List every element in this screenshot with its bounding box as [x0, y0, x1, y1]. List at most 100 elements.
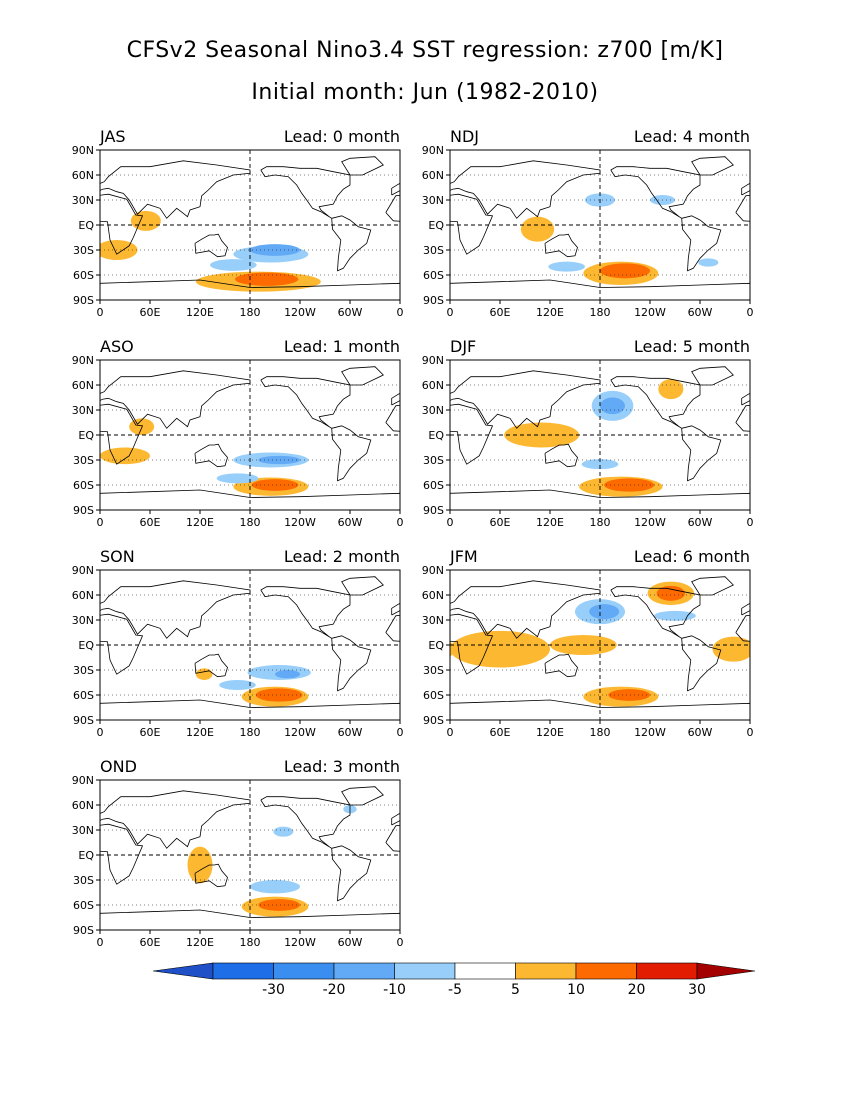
lon-tick-label: 60W: [338, 936, 363, 949]
lat-tick-label: EQ: [428, 219, 444, 232]
coastline: [100, 613, 144, 675]
lat-tick-label: EQ: [78, 429, 94, 442]
lon-tick-label: 0: [747, 306, 754, 319]
lat-tick-label: 30N: [72, 824, 94, 837]
coastline: [741, 393, 750, 406]
coastline: [495, 864, 528, 887]
lon-tick-label: 180: [590, 516, 611, 529]
anomaly-region: [187, 846, 213, 884]
coastline: [681, 635, 722, 692]
anomaly-region: [589, 604, 620, 620]
lat-tick-label: 90S: [73, 294, 94, 307]
lat-tick-label: 30N: [72, 614, 94, 627]
lead-label: Lead: 3 month: [284, 757, 400, 776]
lat-tick-label: 90N: [422, 354, 444, 367]
lon-tick-label: 60W: [688, 306, 713, 319]
coastline: [749, 492, 750, 510]
coastline: [331, 845, 372, 902]
coastline: [341, 156, 384, 176]
colorbar-segment: [273, 962, 335, 980]
season-label: SON: [100, 547, 135, 566]
lat-tick-label: 90S: [73, 714, 94, 727]
coastline: [749, 702, 750, 720]
coastline: [450, 403, 494, 465]
lon-tick-label: 180: [240, 936, 261, 949]
season-label: NDJ: [450, 127, 479, 146]
lat-tick-label: 60N: [422, 169, 444, 182]
lon-tick-label: 0: [747, 516, 754, 529]
colorbar-tick-label: -20: [323, 982, 346, 998]
coastline: [561, 797, 650, 849]
page-title: CFSv2 Seasonal Nino3.4 SST regression: z…: [126, 38, 724, 63]
coastline: [642, 787, 684, 805]
lat-tick-label: 60S: [423, 269, 444, 282]
coastline: [100, 489, 400, 510]
anomaly-region: [608, 689, 651, 701]
coastline: [681, 425, 722, 482]
lat-tick-label: EQ: [428, 429, 444, 442]
lon-tick-label: 120E: [536, 306, 564, 319]
anomaly-region: [520, 216, 555, 242]
colorbar-segment: [515, 962, 577, 980]
anomaly-region: [658, 379, 684, 400]
lon-tick-label: 0: [447, 516, 454, 529]
lead-label: Lead: 4 month: [634, 127, 750, 146]
coastline: [100, 370, 251, 429]
anomaly-region: [548, 261, 586, 272]
anomaly-region: [219, 680, 256, 690]
lon-tick-label: 120W: [284, 936, 316, 949]
lon-tick-label: 60E: [140, 936, 161, 949]
anomaly-region: [251, 479, 299, 491]
season-label: ASO: [100, 337, 134, 356]
lat-tick-label: 60N: [72, 169, 94, 182]
anomaly-region: [600, 263, 650, 279]
lon-tick-label: 0: [397, 936, 404, 949]
lon-tick-label: 180: [590, 726, 611, 739]
anomaly-region: [258, 455, 300, 465]
page-subtitle: Initial month: Jun (1982-2010): [251, 80, 599, 105]
lon-tick-label: 180: [240, 516, 261, 529]
coastline: [450, 160, 601, 219]
coastline: [260, 586, 351, 639]
anomaly-region: [250, 880, 300, 894]
coastline: [100, 160, 251, 219]
lat-tick-label: 30S: [73, 454, 94, 467]
lat-tick-label: 60S: [73, 899, 94, 912]
anomaly-region: [712, 636, 750, 662]
coastline: [450, 370, 601, 429]
lon-tick-label: 60E: [140, 726, 161, 739]
lon-tick-label: 120W: [284, 516, 316, 529]
lat-tick-label: 60N: [72, 379, 94, 392]
lon-tick-label: 60E: [490, 306, 511, 319]
lat-tick-label: 30S: [423, 244, 444, 257]
anomaly-region: [216, 473, 259, 484]
coastline: [450, 279, 750, 300]
coastline: [450, 193, 494, 255]
lat-tick-label: 60S: [423, 479, 444, 492]
lat-tick-label: 30N: [72, 404, 94, 417]
lon-tick-label: 0: [97, 936, 104, 949]
colorbar-segment: [212, 962, 274, 980]
colorbar-tick-label: -30: [262, 982, 285, 998]
coastline: [100, 790, 251, 849]
anomaly-region: [275, 670, 300, 679]
lat-tick-label: 30S: [423, 664, 444, 677]
lon-tick-label: 120E: [186, 306, 214, 319]
colorbar-tick-label: 10: [567, 982, 585, 998]
lat-tick-label: 30N: [72, 194, 94, 207]
colorbar-segment: [333, 962, 395, 980]
anomaly-region: [100, 240, 138, 260]
colorbar-segment: [454, 962, 516, 980]
coastline: [331, 215, 372, 272]
lon-tick-label: 0: [397, 726, 404, 739]
coastline: [331, 635, 372, 692]
colorbar-arrow-right: [696, 962, 756, 980]
lat-tick-label: 60N: [72, 799, 94, 812]
lat-tick-label: 60N: [422, 589, 444, 602]
